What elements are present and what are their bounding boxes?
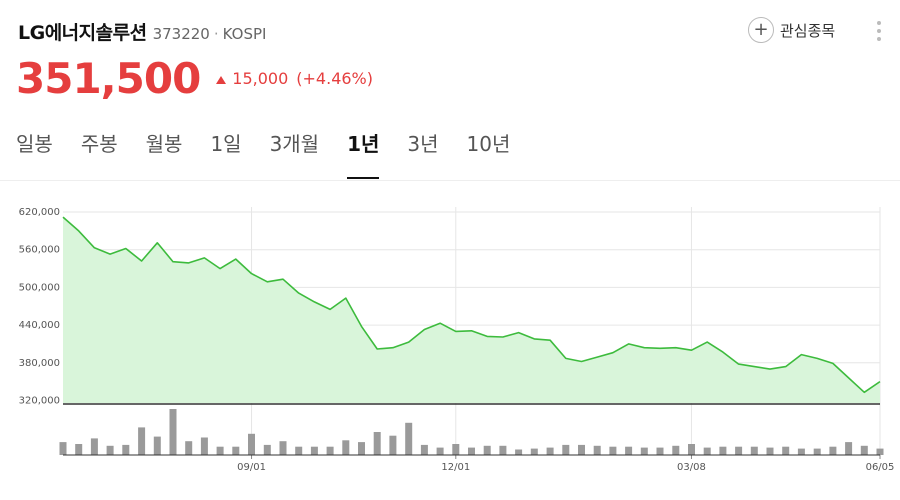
x-tick-label: 09/01 — [237, 462, 266, 473]
current-price: 351,500 — [16, 54, 201, 103]
volume-bar — [405, 422, 413, 455]
period-tabs: 일봉 주봉 월봉 1일 3개월 1년 3년 10년 — [16, 128, 538, 179]
volume-bar — [499, 445, 507, 455]
volume-bar — [750, 446, 758, 455]
volume-bar — [373, 432, 381, 455]
price-area — [63, 217, 880, 403]
volume-bar — [656, 447, 664, 455]
price-line — [62, 216, 881, 394]
tab-monthly[interactable]: 월봉 — [145, 132, 183, 156]
price-row: 351,500 15,000 (+4.46%) — [16, 54, 373, 103]
x-tick-label: 06/05 — [866, 462, 895, 473]
header-divider — [0, 180, 900, 181]
volume-bar — [279, 441, 287, 455]
volume-bar — [420, 444, 428, 455]
volume-bar — [735, 446, 743, 455]
y-tick-label: 560,000 — [19, 245, 60, 256]
volume-bar — [90, 438, 98, 455]
volume-bar — [546, 447, 554, 455]
volume-bar — [766, 447, 774, 455]
volume-bar — [232, 446, 240, 455]
tab-daily[interactable]: 일봉 — [16, 132, 53, 156]
volume-bar — [719, 446, 727, 455]
separator-dot: · — [213, 25, 219, 43]
tab-1day[interactable]: 1일 — [210, 132, 242, 156]
more-options-icon[interactable] — [872, 18, 886, 44]
stock-header: LG에너지솔루션 373220 · KOSPI — [18, 18, 266, 45]
volume-bar — [876, 448, 884, 455]
volume-bar — [625, 446, 633, 455]
volume-bar — [389, 435, 397, 455]
plus-icon: + — [748, 17, 774, 43]
x-tick-label: 12/01 — [441, 462, 470, 473]
volume-bar — [813, 448, 821, 455]
price-change: 15,000 — [232, 69, 289, 88]
volume-bar — [672, 445, 680, 455]
volume-bar — [468, 447, 475, 455]
volume-bar — [530, 448, 538, 455]
volume-bar — [106, 445, 114, 455]
volume-bar — [782, 446, 790, 455]
volume-bar — [688, 444, 695, 455]
watchlist-label: 관심종목 — [780, 21, 836, 40]
x-tick-label: 03/08 — [677, 462, 706, 473]
y-tick-label: 320,000 — [19, 395, 60, 406]
stock-name: LG에너지솔루션 — [18, 22, 147, 44]
volume-bar — [578, 444, 585, 455]
volume-bar — [75, 444, 83, 455]
volume-bar — [122, 444, 130, 455]
tab-3year[interactable]: 3년 — [407, 132, 439, 156]
tab-weekly[interactable]: 주봉 — [80, 132, 118, 156]
volume-bar — [169, 409, 177, 455]
volume-bar — [609, 446, 617, 455]
volume-bar — [216, 446, 224, 455]
volume-bar — [829, 446, 837, 455]
volume-bar — [845, 442, 853, 455]
price-change-percent: (+4.46%) — [296, 69, 373, 88]
volume-bar — [263, 444, 271, 455]
volume-bar — [436, 447, 444, 455]
tab-10year[interactable]: 10년 — [466, 132, 511, 156]
volume-bar — [703, 447, 711, 455]
volume-bar — [342, 440, 350, 455]
tab-1year[interactable]: 1년 — [347, 128, 380, 179]
volume-bar — [797, 448, 805, 455]
volume-bar — [248, 433, 255, 455]
volume-bar — [358, 442, 365, 455]
volume-bar — [138, 427, 146, 455]
volume-bar — [200, 437, 208, 455]
volume-bar — [153, 436, 161, 455]
volume-bar — [310, 446, 318, 455]
up-arrow-icon — [216, 75, 227, 84]
y-tick-label: 380,000 — [19, 358, 60, 369]
tab-3month[interactable]: 3개월 — [269, 132, 320, 156]
volume-bar — [326, 446, 334, 455]
volume-bar — [562, 444, 570, 455]
volume-bar — [185, 441, 193, 455]
volume-bar — [860, 445, 868, 455]
volume-bar — [640, 447, 648, 455]
volume-bar — [295, 446, 303, 455]
volume-bar — [452, 444, 460, 455]
market-label: KOSPI — [222, 25, 267, 43]
volume-bar — [593, 445, 601, 455]
volume-bar — [59, 442, 67, 455]
y-tick-label: 500,000 — [19, 282, 60, 293]
y-tick-label: 440,000 — [19, 320, 60, 331]
add-watchlist-button[interactable]: + 관심종목 — [748, 17, 835, 43]
y-tick-label: 620,000 — [19, 207, 60, 218]
volume-bar — [515, 449, 523, 455]
volume-bar — [483, 445, 491, 455]
stock-code: 373220 — [152, 25, 210, 43]
